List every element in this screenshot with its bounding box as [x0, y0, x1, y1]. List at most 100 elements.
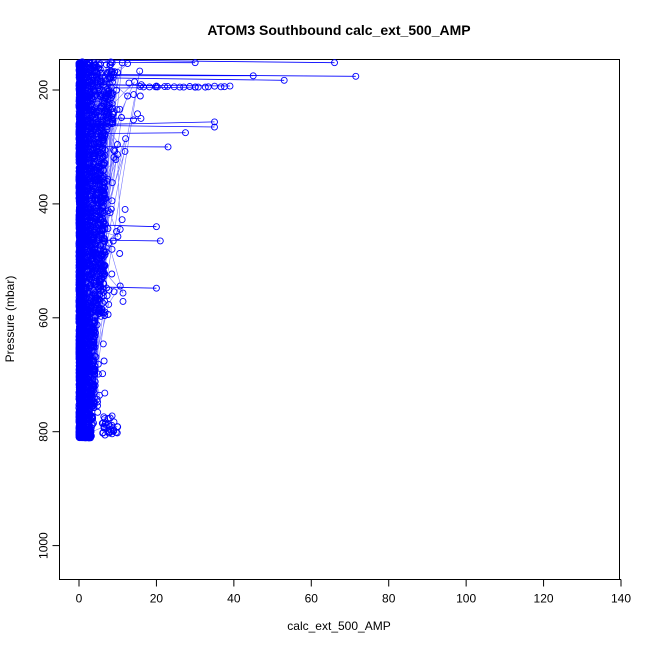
data-point [83, 367, 90, 374]
data-point [94, 408, 102, 416]
data-point [119, 297, 127, 305]
data-point [90, 267, 98, 275]
data-point [83, 352, 91, 360]
data-point [103, 92, 111, 100]
data-point [79, 219, 86, 227]
data-point [108, 197, 116, 205]
data-point [107, 88, 115, 96]
data-point [87, 310, 95, 317]
data-point [77, 271, 85, 279]
data-point [76, 90, 84, 98]
data-point [95, 88, 103, 96]
data-point [85, 164, 93, 172]
data-point [77, 204, 85, 212]
x-axis: 0 20 40 60 80 100 120 140 [76, 579, 631, 606]
data-point [90, 277, 98, 285]
data-point [76, 241, 84, 249]
data-point [164, 82, 172, 90]
data-point [78, 93, 86, 101]
data-point [75, 61, 83, 69]
outlier-spike [84, 77, 285, 81]
data-point [194, 83, 202, 91]
data-point [89, 160, 97, 167]
data-point [76, 232, 84, 240]
data-point [89, 83, 97, 91]
outlier-spike [84, 117, 141, 119]
x-tick-label: 0 [76, 592, 83, 606]
data-point [75, 252, 83, 260]
data-point [136, 67, 144, 75]
data-point [93, 75, 101, 83]
data-point [80, 159, 88, 167]
data-point [78, 327, 85, 335]
data-point [88, 123, 96, 131]
y-tick-label: 200 [37, 80, 51, 100]
data-point [112, 156, 120, 163]
data-point [85, 413, 93, 421]
data-point [91, 152, 99, 160]
data-point [76, 307, 84, 315]
data-point [78, 357, 86, 365]
data-point [97, 229, 105, 237]
outlier-spike [84, 124, 215, 128]
data-point [80, 148, 88, 156]
data-point [89, 414, 97, 422]
data-point [81, 318, 89, 325]
outlier-spike [84, 224, 157, 228]
outlier-point [211, 123, 218, 131]
data-point [122, 135, 130, 143]
data-point [82, 191, 90, 199]
data-point [97, 287, 105, 295]
data-point [95, 128, 102, 136]
data-point [109, 237, 117, 245]
data-point [109, 110, 117, 118]
data-point [89, 180, 97, 187]
data-point [96, 272, 104, 280]
data-point [97, 308, 105, 316]
data-point [85, 306, 93, 314]
x-tick-label: 100 [456, 592, 476, 606]
x-tick-label: 40 [227, 592, 241, 606]
data-point [99, 429, 107, 437]
data-point [116, 105, 124, 113]
data-point [95, 254, 103, 262]
data-point [118, 114, 125, 121]
data-point [79, 61, 86, 69]
data-point [90, 342, 98, 350]
data-point [93, 230, 100, 238]
data-point [98, 145, 106, 153]
data-point [92, 139, 100, 146]
data-point [113, 227, 120, 235]
y-tick-label: 400 [37, 194, 51, 214]
data-point [82, 249, 90, 256]
data-point [76, 229, 84, 237]
data-point [110, 153, 118, 161]
data-point [82, 295, 90, 303]
data-point [131, 78, 139, 86]
data-point [76, 347, 84, 355]
data-point [108, 179, 116, 187]
data-point [81, 141, 89, 149]
outlier-point [191, 59, 199, 67]
data-point [99, 137, 107, 145]
data-point [90, 366, 98, 373]
data-point [80, 266, 88, 274]
data-point [95, 163, 102, 170]
data-point [75, 189, 83, 197]
data-point [93, 171, 101, 178]
data-point [105, 103, 113, 111]
data-point [96, 246, 104, 254]
data-point [76, 70, 84, 78]
outlier-spike [84, 286, 157, 289]
data-point [110, 418, 118, 426]
data-point [76, 275, 84, 283]
data-point [82, 194, 90, 202]
data-point [75, 413, 83, 421]
data-point [83, 378, 90, 386]
data-point [99, 215, 106, 222]
data-point [121, 205, 129, 213]
data-point [176, 83, 184, 91]
data-point [76, 176, 84, 184]
data-point [82, 107, 89, 115]
